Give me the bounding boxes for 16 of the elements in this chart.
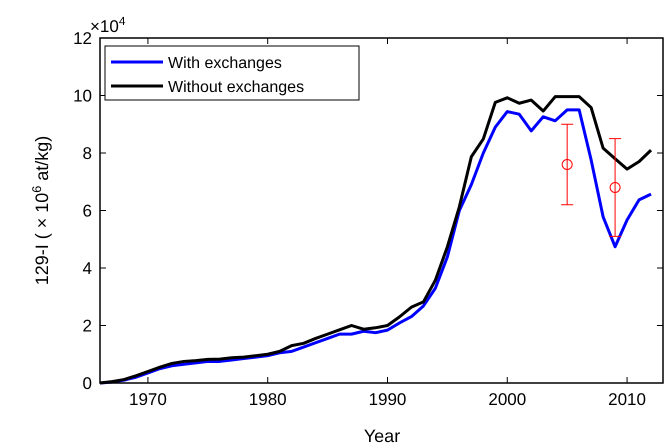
text: ×10$^{4}$ (90, 14, 126, 36)
y-tick-label: 2 (82, 316, 92, 336)
y-tick-label: 10 (73, 86, 92, 106)
x-tick-label: 2000 (488, 390, 526, 409)
y-tick-label: 8 (82, 144, 92, 163)
legend-label: Without exchanges (168, 79, 304, 96)
x-axis-title: Year (364, 426, 400, 446)
legend-label: With exchanges (168, 55, 282, 72)
x-tick-label: 1990 (368, 390, 406, 409)
y-tick-label: 4 (82, 259, 92, 278)
y-tick-label: 6 (82, 202, 92, 220)
x-tick-label: 1970 (129, 390, 167, 409)
y-tick-label: 0 (82, 374, 92, 393)
x-tick-label: 2010 (608, 390, 646, 409)
y-tick-label: 12 (73, 29, 92, 48)
x-tick-label: 1980 (248, 390, 287, 409)
